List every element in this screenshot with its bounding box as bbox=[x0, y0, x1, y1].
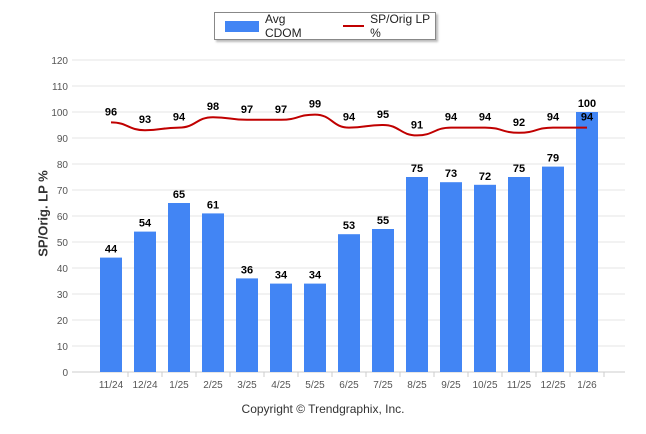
bar-data-label: 72 bbox=[479, 171, 491, 183]
bar-data-label: 53 bbox=[343, 220, 355, 232]
line-data-label: 92 bbox=[513, 117, 525, 129]
bar-data-label: 34 bbox=[309, 270, 322, 282]
y-tick-label: 70 bbox=[57, 186, 69, 197]
y-tick-label: 60 bbox=[57, 212, 69, 223]
y-axis-label: SP/Orig. LP % bbox=[35, 170, 51, 257]
bar bbox=[576, 112, 598, 372]
line-data-label: 97 bbox=[241, 104, 253, 116]
x-tick-label: 11/25 bbox=[507, 380, 532, 391]
bar-data-label: 75 bbox=[411, 163, 423, 175]
bar bbox=[134, 231, 156, 372]
x-tick-label: 6/25 bbox=[339, 380, 359, 391]
line-data-label: 95 bbox=[377, 109, 389, 121]
y-tick-label: 20 bbox=[57, 316, 69, 327]
legend-label: SP/Orig LP % bbox=[370, 12, 430, 40]
line-data-label: 91 bbox=[411, 119, 423, 131]
bar-data-label: 65 bbox=[173, 189, 185, 201]
line-data-label: 94 bbox=[445, 112, 458, 124]
legend: Avg CDOM SP/Orig LP % bbox=[214, 12, 436, 40]
line-data-label: 94 bbox=[173, 112, 186, 124]
bar-data-label: 34 bbox=[275, 270, 288, 282]
bar bbox=[168, 203, 190, 372]
y-tick-label: 100 bbox=[51, 108, 68, 119]
bar bbox=[372, 229, 394, 372]
line-data-label: 98 bbox=[207, 101, 219, 113]
legend-label: Avg CDOM bbox=[264, 12, 302, 40]
y-tick-label: 110 bbox=[52, 82, 68, 93]
copyright: Copyright © Trendgraphix, Inc. bbox=[241, 402, 405, 416]
line-data-label: 94 bbox=[581, 112, 594, 124]
line-data-label: 93 bbox=[139, 114, 151, 126]
x-tick-label: 12/25 bbox=[540, 380, 565, 391]
bar bbox=[542, 166, 564, 372]
bar bbox=[304, 283, 326, 372]
bar-data-label: 36 bbox=[241, 264, 253, 276]
bar bbox=[270, 283, 292, 372]
bar bbox=[508, 177, 530, 372]
x-tick-label: 4/25 bbox=[271, 380, 291, 391]
line-data-label: 94 bbox=[547, 112, 560, 124]
bar-data-label: 55 bbox=[377, 215, 389, 227]
bar bbox=[338, 234, 360, 372]
y-tick-label: 50 bbox=[57, 238, 69, 249]
bar bbox=[202, 213, 224, 372]
bar bbox=[406, 177, 428, 372]
x-tick-label: 12/24 bbox=[132, 380, 157, 391]
line-series bbox=[110, 113, 587, 137]
bar-data-label: 73 bbox=[445, 168, 457, 180]
x-tick-label: 10/25 bbox=[472, 380, 497, 391]
bar-data-label: 100 bbox=[578, 98, 596, 110]
y-tick-label: 40 bbox=[57, 264, 69, 275]
x-tick-label: 9/25 bbox=[441, 380, 461, 391]
y-tick-label: 90 bbox=[57, 134, 69, 145]
y-tick-label: 10 bbox=[57, 342, 69, 353]
bar-data-label: 44 bbox=[105, 244, 118, 256]
bar bbox=[474, 184, 496, 372]
bar-swatch-icon bbox=[225, 20, 259, 32]
bar-data-label: 61 bbox=[207, 199, 219, 211]
y-tick-label: 30 bbox=[57, 290, 69, 301]
legend-item-avg-cdom[interactable]: Avg CDOM bbox=[225, 12, 319, 40]
x-tick-label: 2/25 bbox=[203, 380, 223, 391]
x-tick-label: 1/25 bbox=[169, 380, 189, 391]
x-tick-label: 3/25 bbox=[237, 380, 257, 391]
bar-data-label: 79 bbox=[547, 153, 559, 165]
x-tick-label: 8/25 bbox=[407, 380, 427, 391]
bar-data-label: 54 bbox=[139, 218, 152, 230]
bar bbox=[236, 278, 258, 372]
bar bbox=[440, 182, 462, 372]
bar bbox=[100, 257, 122, 372]
line-data-label: 97 bbox=[275, 104, 287, 116]
y-tick-label: 120 bbox=[51, 56, 68, 67]
line-data-label: 94 bbox=[479, 112, 492, 124]
legend-item-sp-orig[interactable]: SP/Orig LP % bbox=[329, 12, 435, 40]
x-tick-label: 5/25 bbox=[305, 380, 325, 391]
line-data-label: 99 bbox=[309, 99, 321, 111]
x-tick-label: 7/25 bbox=[373, 380, 393, 391]
x-tick-label: 11/24 bbox=[99, 380, 124, 391]
line-data-label: 94 bbox=[343, 112, 356, 124]
y-tick-label: 80 bbox=[57, 160, 69, 171]
y-tick-label: 0 bbox=[62, 368, 68, 379]
line-data-label: 96 bbox=[105, 106, 117, 118]
bar-data-label: 75 bbox=[513, 163, 525, 175]
line-swatch-icon bbox=[343, 25, 365, 27]
x-tick-label: 1/26 bbox=[577, 380, 597, 391]
